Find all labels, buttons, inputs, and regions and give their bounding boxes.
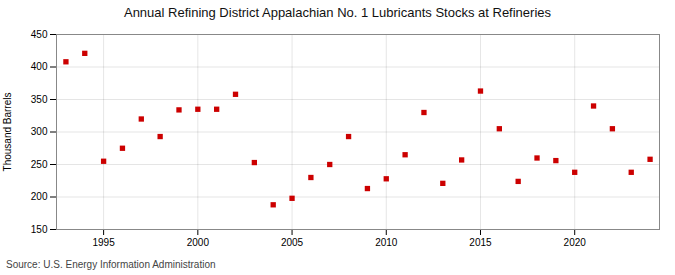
svg-text:450: 450 <box>31 29 48 40</box>
svg-text:2000: 2000 <box>187 237 210 248</box>
html-text:Source: U.S. Energy Informatio: Source: U.S. Energy Information Administ… <box>6 259 216 270</box>
svg-text:2005: 2005 <box>281 237 304 248</box>
svg-text:350: 350 <box>31 94 48 105</box>
svg-text:150: 150 <box>31 224 48 235</box>
svg-text:2020: 2020 <box>564 237 587 248</box>
svg-text:400: 400 <box>31 61 48 72</box>
svg-text:Thousand Barrels: Thousand Barrels <box>2 93 13 172</box>
svg-text:200: 200 <box>31 191 48 202</box>
svg-text:300: 300 <box>31 126 48 137</box>
svg-text:1995: 1995 <box>92 237 115 248</box>
svg-text:250: 250 <box>31 159 48 170</box>
html-text:Annual Refining District Appal: Annual Refining District Appalachian No.… <box>124 5 551 20</box>
svg-text:2010: 2010 <box>375 237 398 248</box>
svg-text:2015: 2015 <box>469 237 492 248</box>
